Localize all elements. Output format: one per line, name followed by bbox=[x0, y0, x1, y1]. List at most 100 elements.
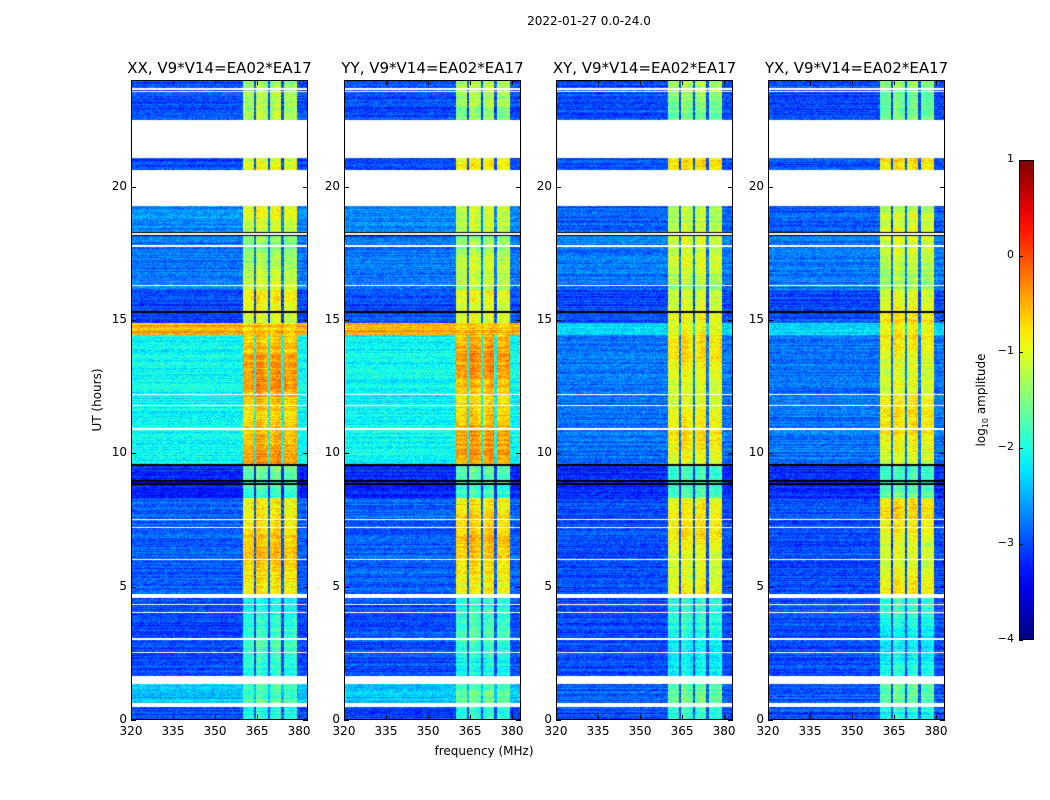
x-tick-label: 380 bbox=[924, 724, 948, 738]
y-tick-mark bbox=[768, 320, 773, 321]
x-tick-mark bbox=[299, 715, 301, 720]
x-tick-mark bbox=[682, 715, 684, 720]
y-tick-label: 20 bbox=[111, 178, 127, 193]
waterfall-image bbox=[557, 81, 732, 719]
x-tick-mark bbox=[556, 715, 557, 720]
y-tick-mark bbox=[131, 186, 136, 188]
x-tick-label: 335 bbox=[161, 724, 185, 738]
y-tick-mark bbox=[728, 186, 733, 188]
colorbar-label-suffix: amplitude bbox=[973, 353, 988, 418]
y-tick-mark bbox=[344, 320, 349, 321]
waterfall-image bbox=[769, 81, 944, 719]
x-tick-mark bbox=[512, 715, 514, 720]
y-tick-mark bbox=[768, 586, 773, 588]
y-tick-label: 0 bbox=[332, 712, 340, 726]
y-tick-mark bbox=[940, 720, 945, 721]
x-tick-label: 350 bbox=[203, 724, 227, 738]
y-tick-label: 5 bbox=[119, 578, 127, 593]
x-tick-mark bbox=[344, 715, 345, 720]
x-tick-label: 335 bbox=[374, 724, 398, 738]
colorbar bbox=[1019, 160, 1034, 640]
x-tick-mark bbox=[810, 80, 811, 85]
x-tick-label: 365 bbox=[458, 724, 482, 738]
x-tick-label: 365 bbox=[670, 724, 694, 738]
x-tick-label: 335 bbox=[798, 724, 822, 738]
colorbar-tick-mark bbox=[1019, 352, 1023, 353]
x-tick-mark bbox=[299, 80, 301, 85]
colorbar-tick-mark bbox=[1019, 640, 1023, 641]
x-tick-mark bbox=[936, 715, 938, 720]
x-tick-mark bbox=[428, 80, 430, 85]
waterfall-panel-xx bbox=[131, 80, 308, 720]
y-tick-mark bbox=[556, 186, 561, 188]
waterfall-panel-yx bbox=[768, 80, 945, 720]
y-tick-mark bbox=[131, 720, 136, 721]
y-tick-mark bbox=[768, 186, 773, 188]
y-tick-mark bbox=[768, 720, 773, 721]
x-tick-mark bbox=[257, 80, 259, 85]
x-tick-mark bbox=[131, 80, 132, 85]
y-tick-mark bbox=[940, 453, 945, 455]
colorbar-tick-label: −2 bbox=[997, 440, 1014, 453]
y-tick-mark bbox=[344, 720, 349, 721]
y-tick-mark bbox=[516, 186, 521, 188]
x-tick-mark bbox=[131, 715, 132, 720]
x-tick-label: 335 bbox=[586, 724, 610, 738]
x-tick-mark bbox=[682, 80, 684, 85]
y-tick-mark bbox=[303, 186, 308, 188]
x-tick-label: 320 bbox=[332, 724, 356, 738]
x-tick-mark bbox=[512, 80, 514, 85]
x-tick-mark bbox=[598, 715, 599, 720]
x-tick-mark bbox=[894, 715, 896, 720]
x-tick-mark bbox=[470, 80, 472, 85]
y-tick-mark bbox=[728, 586, 733, 588]
x-tick-mark bbox=[724, 715, 726, 720]
y-tick-mark bbox=[728, 720, 733, 721]
y-tick-mark bbox=[344, 186, 349, 188]
x-tick-label: 365 bbox=[882, 724, 906, 738]
y-tick-mark bbox=[940, 586, 945, 588]
y-tick-label: 15 bbox=[324, 312, 340, 326]
y-tick-label: 10 bbox=[748, 445, 764, 460]
x-tick-label: 380 bbox=[500, 724, 524, 738]
x-tick-mark bbox=[344, 80, 345, 85]
y-tick-label: 20 bbox=[536, 178, 552, 193]
y-tick-mark bbox=[131, 320, 136, 321]
panel-title: XX, V9*V14=EA02*EA17 bbox=[127, 59, 312, 77]
y-tick-mark bbox=[344, 586, 349, 588]
x-tick-label: 365 bbox=[245, 724, 269, 738]
x-tick-mark bbox=[173, 80, 174, 85]
y-tick-mark bbox=[940, 320, 945, 321]
x-tick-mark bbox=[556, 80, 557, 85]
y-tick-mark bbox=[516, 720, 521, 721]
y-tick-label: 15 bbox=[111, 312, 127, 326]
y-tick-label: 10 bbox=[111, 445, 127, 460]
x-tick-mark bbox=[768, 80, 769, 85]
y-tick-mark bbox=[556, 453, 561, 455]
y-tick-label: 20 bbox=[748, 178, 764, 193]
x-tick-mark bbox=[810, 715, 811, 720]
x-axis-label: frequency (MHz) bbox=[434, 744, 534, 758]
x-tick-mark bbox=[852, 80, 854, 85]
y-tick-mark bbox=[516, 320, 521, 321]
y-tick-label: 5 bbox=[544, 578, 552, 593]
x-tick-mark bbox=[386, 80, 387, 85]
x-tick-mark bbox=[173, 715, 174, 720]
colorbar-label: log10 amplitude bbox=[974, 354, 990, 447]
y-tick-mark bbox=[556, 320, 561, 321]
x-tick-label: 380 bbox=[712, 724, 736, 738]
x-tick-mark bbox=[470, 715, 472, 720]
colorbar-tick-mark bbox=[1019, 448, 1023, 449]
y-tick-label: 15 bbox=[748, 312, 764, 326]
waterfall-image bbox=[132, 81, 307, 719]
colorbar-tick-label: −4 bbox=[997, 632, 1014, 645]
x-tick-label: 380 bbox=[287, 724, 311, 738]
colorbar-tick-mark bbox=[1019, 160, 1023, 161]
x-tick-mark bbox=[386, 715, 387, 720]
x-tick-mark bbox=[215, 80, 217, 85]
x-tick-mark bbox=[852, 715, 854, 720]
y-tick-label: 0 bbox=[119, 712, 127, 726]
y-axis-label: UT (hours) bbox=[90, 368, 104, 432]
x-tick-mark bbox=[598, 80, 599, 85]
x-tick-mark bbox=[640, 80, 642, 85]
